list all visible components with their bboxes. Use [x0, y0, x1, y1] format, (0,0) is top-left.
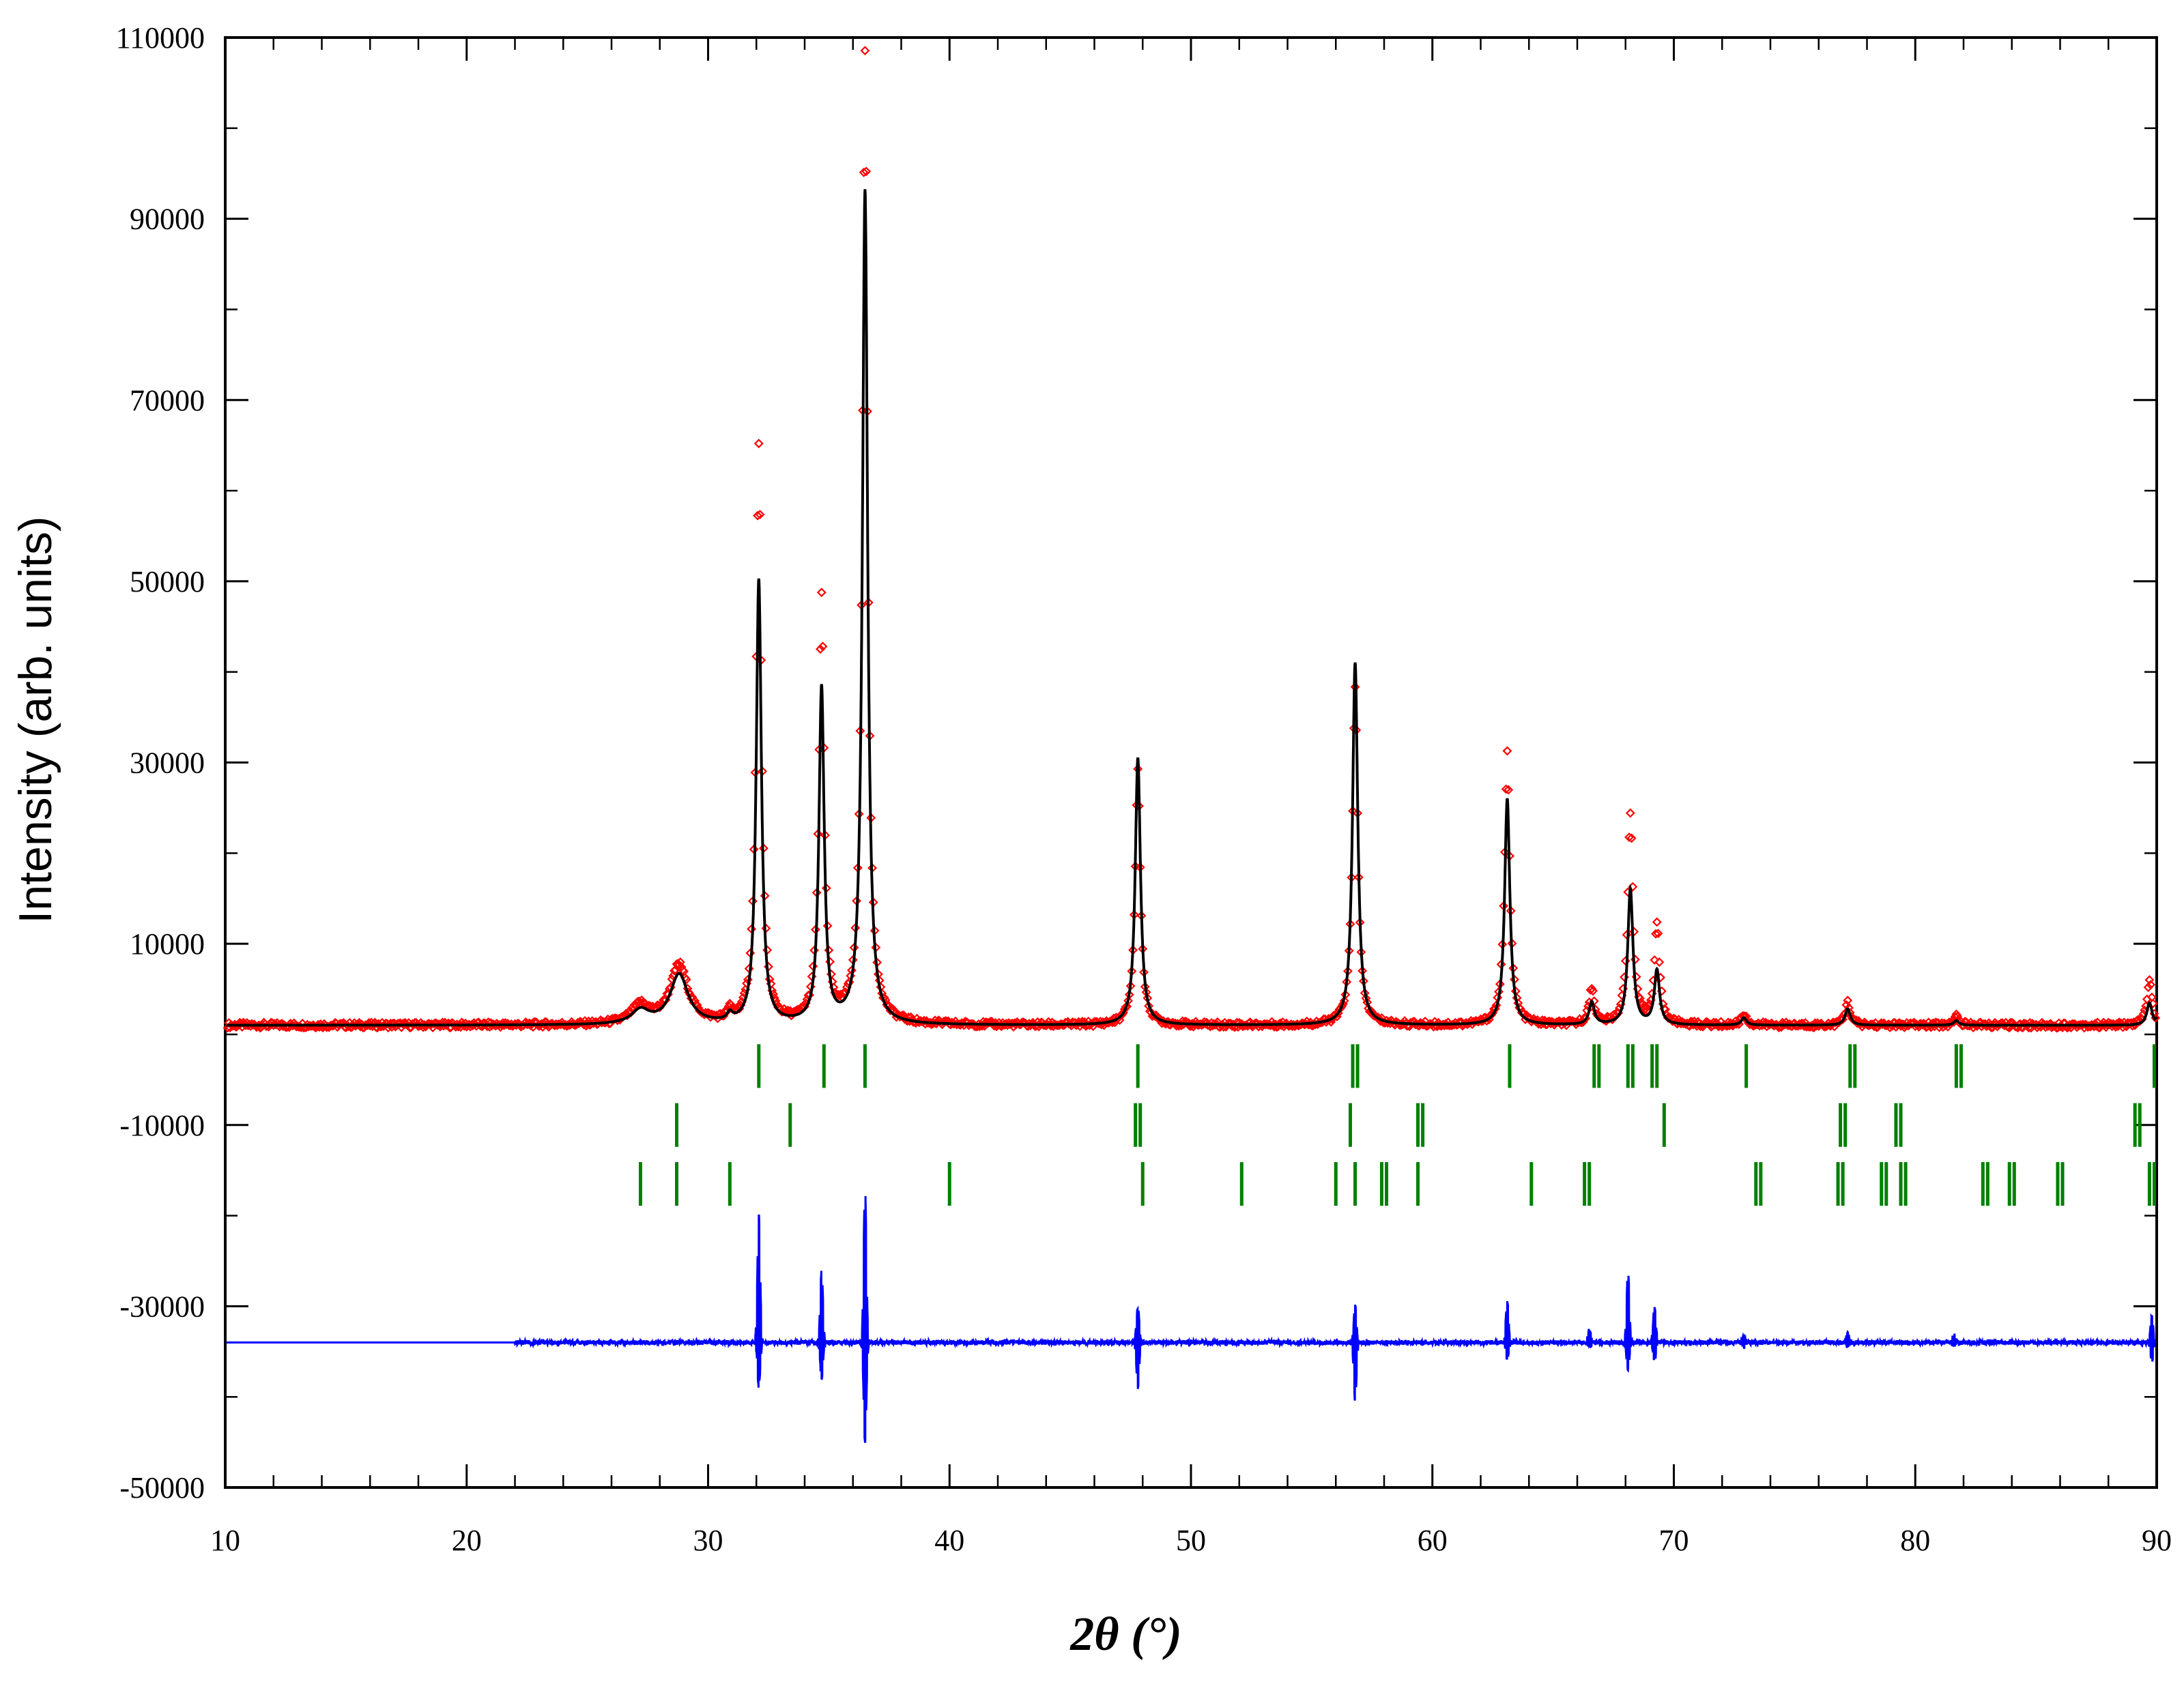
y-tick-label: -10000	[119, 1109, 205, 1142]
observed-point	[675, 957, 685, 968]
observed-point	[1504, 785, 1514, 795]
observed-point	[1070, 1017, 1080, 1028]
x-tick-label: 50	[1176, 1524, 1206, 1557]
y-tick-label: 90000	[130, 203, 205, 236]
observed-point	[670, 965, 680, 975]
difference-series	[226, 1195, 2157, 1443]
observed-point	[755, 510, 765, 520]
calculated-series	[226, 189, 2157, 1027]
x-tick-label: 40	[934, 1524, 964, 1557]
x-tick-label: 10	[210, 1524, 240, 1557]
observed-point	[1652, 917, 1662, 927]
observed-point	[1624, 832, 1635, 842]
calculated-line	[226, 189, 2157, 1027]
observed-point	[860, 46, 870, 56]
bragg-positions	[638, 1044, 2156, 1206]
observed-point	[527, 1019, 537, 1029]
observed-point	[1339, 996, 1349, 1006]
observed-point	[994, 1017, 1004, 1028]
observed-point	[1501, 784, 1511, 794]
observed-point	[1122, 1002, 1132, 1011]
y-tick-label: 110000	[116, 21, 205, 55]
y-tick-label: 70000	[130, 383, 205, 417]
observed-point	[1502, 746, 1512, 756]
x-axis-label: 2θ (°)	[1069, 1608, 1181, 1661]
observed-point	[1340, 989, 1351, 1000]
observed-point	[816, 644, 825, 654]
observed-point	[1232, 1017, 1242, 1028]
observed-point	[859, 167, 869, 177]
difference-line	[226, 1195, 2157, 1443]
y-axis-label: Intensity (arb. units)	[10, 516, 61, 923]
observed-series	[222, 46, 2161, 1033]
y-tick-label: 50000	[130, 565, 205, 598]
observed-point	[1626, 833, 1637, 843]
x-tick-label: 30	[693, 1524, 723, 1557]
observed-point	[386, 1018, 396, 1028]
observed-point	[315, 1019, 326, 1029]
observed-point	[753, 510, 762, 521]
x-tick-label: 80	[1900, 1524, 1930, 1557]
observed-point	[818, 641, 828, 652]
observed-point	[1625, 808, 1635, 818]
observed-point	[1588, 986, 1598, 996]
observed-point	[816, 587, 827, 598]
y-tick-label: 30000	[130, 746, 205, 780]
observed-point	[861, 166, 872, 177]
observed-point	[838, 988, 848, 998]
y-tick-label: 10000	[130, 927, 205, 961]
y-axis: -50000 -30000 -10000 10000 30000 50000 70000 90…	[116, 21, 2157, 1505]
x-tick-label: 20	[452, 1524, 482, 1557]
y-tick-label: -50000	[119, 1471, 205, 1505]
plot-border	[224, 36, 2158, 1489]
x-tick-label: 90	[2142, 1524, 2172, 1557]
y-tick-label: -30000	[119, 1290, 205, 1323]
x-axis: 10 20 30 40 50 60 70 80 90	[210, 38, 2172, 1557]
x-tick-label: 70	[1659, 1524, 1689, 1557]
plot-frame	[224, 36, 2158, 1489]
x-tick-label: 60	[1418, 1524, 1448, 1557]
observed-point	[753, 439, 764, 448]
